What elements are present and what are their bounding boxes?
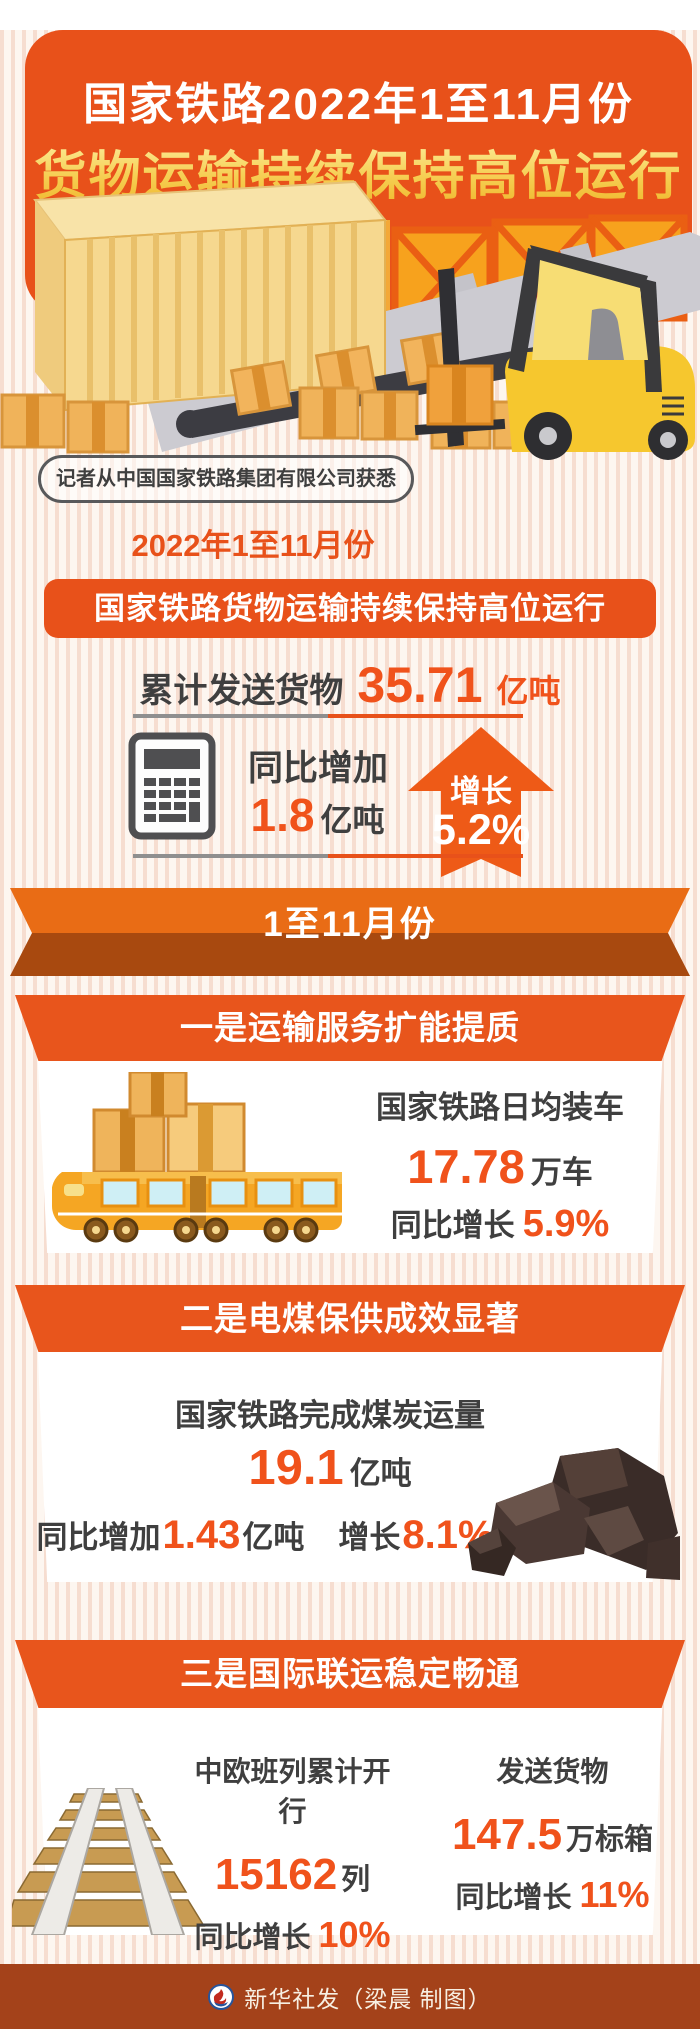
ribbon-label: 1至11月份 xyxy=(263,905,437,944)
section2-value-row: 19.1 亿吨 xyxy=(40,1440,620,1496)
total-freight-row: 累计发送货物 35.71 亿吨 xyxy=(80,656,620,714)
section1-value: 17.78 xyxy=(407,1140,525,1193)
section1-stats: 国家铁路日均装车 17.78 万车 同比增长 5.9% xyxy=(335,1082,665,1246)
section1-title: 一是运输服务扩能提质 xyxy=(15,995,685,1061)
headline-banner: 国家铁路货物运输持续保持高位运行 xyxy=(44,579,656,638)
section2-growth-label: 增长 xyxy=(338,1520,401,1555)
train-cargo-boxes xyxy=(92,1072,246,1174)
source-note-text: 记者从中国国家铁路集团有限公司获悉 xyxy=(56,468,396,490)
section1-stat-label: 国家铁路日均装车 xyxy=(376,1090,624,1125)
section3-col1-label: 中欧班列累计开行 xyxy=(194,1756,391,1827)
section3-col2-yoy-label: 同比增长 xyxy=(455,1882,572,1914)
section2-yoy-row: 同比增加 1.43 亿吨 增长 8.1% xyxy=(35,1512,495,1558)
section3-col1-yoy-value: 10% xyxy=(318,1914,391,1955)
ribbon-banner xyxy=(10,888,690,976)
poster-title-line1: 国家铁路2022年1至11月份 xyxy=(83,80,634,129)
railway-track-illustration xyxy=(12,1788,206,1935)
section1-yoy-value: 5.9% xyxy=(522,1203,610,1245)
total-freight-label: 累计发送货物 xyxy=(139,672,344,710)
period-label: 2022年1至11月份 xyxy=(131,528,375,563)
section3-col2-unit: 万标箱 xyxy=(566,1824,654,1856)
section3-col2-value-row: 147.5 万标箱 xyxy=(435,1810,670,1860)
section2-yoy-group: 同比增加 1.43 亿吨 xyxy=(36,1512,304,1558)
section2-yoy-unit: 亿吨 xyxy=(242,1520,305,1555)
section2-title: 二是电煤保供成效显著 xyxy=(15,1285,685,1352)
section2-unit: 亿吨 xyxy=(349,1456,412,1491)
growth-value: 5.2% xyxy=(431,806,530,854)
section3-col1-value: 15162 xyxy=(214,1850,338,1899)
section2-value: 19.1 xyxy=(248,1441,344,1495)
footer-credit-bar: 新华社发（梁晨 制图） xyxy=(0,1964,700,2029)
forklift-illustration xyxy=(414,245,695,460)
container-illustration xyxy=(33,180,387,412)
source-note: 记者从中国国家铁路集团有限公司获悉 xyxy=(38,455,414,503)
section3-col1-yoy-row: 同比增长 10% xyxy=(185,1914,400,1956)
footer-credit-text: 新华社发（梁晨 制图） xyxy=(244,1985,492,2012)
section3-col1-yoy-label: 同比增长 xyxy=(194,1922,311,1954)
section3-column-goods: 发送货物 147.5 万标箱 同比增长 11% xyxy=(435,1750,670,1916)
section3-col2-yoy-value: 11% xyxy=(579,1874,650,1915)
section1-unit: 万车 xyxy=(530,1155,593,1190)
growth-label: 增长 xyxy=(450,774,512,809)
xinhua-logo-icon xyxy=(208,1983,235,2010)
logistics-illustration xyxy=(0,180,700,460)
yoy-increase-value: 1.8 xyxy=(250,789,315,841)
divider-bottom xyxy=(133,854,523,858)
calculator-icon xyxy=(128,732,216,840)
section2-yoy-value: 1.43 xyxy=(162,1513,241,1557)
divider-top xyxy=(133,714,523,718)
track-sleepers xyxy=(12,1793,206,1927)
section3-col1-value-row: 15162 列 xyxy=(185,1850,400,1900)
section2-yoy-label: 同比增加 xyxy=(36,1520,161,1555)
section3-col2-value: 147.5 xyxy=(451,1810,563,1859)
section3-col2-label: 发送货物 xyxy=(496,1756,609,1787)
section3-col2-yoy-row: 同比增长 11% xyxy=(435,1874,670,1916)
top-margin xyxy=(0,0,700,30)
section2-stat-label: 国家铁路完成煤炭运量 xyxy=(175,1398,485,1433)
yoy-increase-label: 同比增加 xyxy=(247,749,388,788)
forklift-load xyxy=(426,364,494,426)
section3-title: 三是国际联运稳定畅通 xyxy=(15,1640,685,1708)
train-wheels xyxy=(83,1217,319,1243)
section1-yoy-row: 同比增长 5.9% xyxy=(335,1200,665,1246)
yoy-increase-unit: 亿吨 xyxy=(320,802,385,838)
growth-up-arrow-icon xyxy=(408,727,554,877)
train-illustration xyxy=(52,1072,342,1243)
yoy-increase-row: 1.8 亿吨 xyxy=(225,788,410,842)
total-freight-unit: 亿吨 xyxy=(496,673,561,709)
total-freight-value: 35.71 xyxy=(357,657,483,713)
section3-column-trains: 中欧班列累计开行 15162 列 同比增长 10% xyxy=(185,1750,400,1956)
track-rails xyxy=(30,1788,186,1935)
section3-col1-unit: 列 xyxy=(341,1864,371,1896)
coal-illustration xyxy=(468,1448,680,1580)
train-body xyxy=(52,1172,342,1230)
section1-yoy-label: 同比增长 xyxy=(390,1208,515,1243)
section1-value-row: 17.78 万车 xyxy=(335,1139,665,1194)
